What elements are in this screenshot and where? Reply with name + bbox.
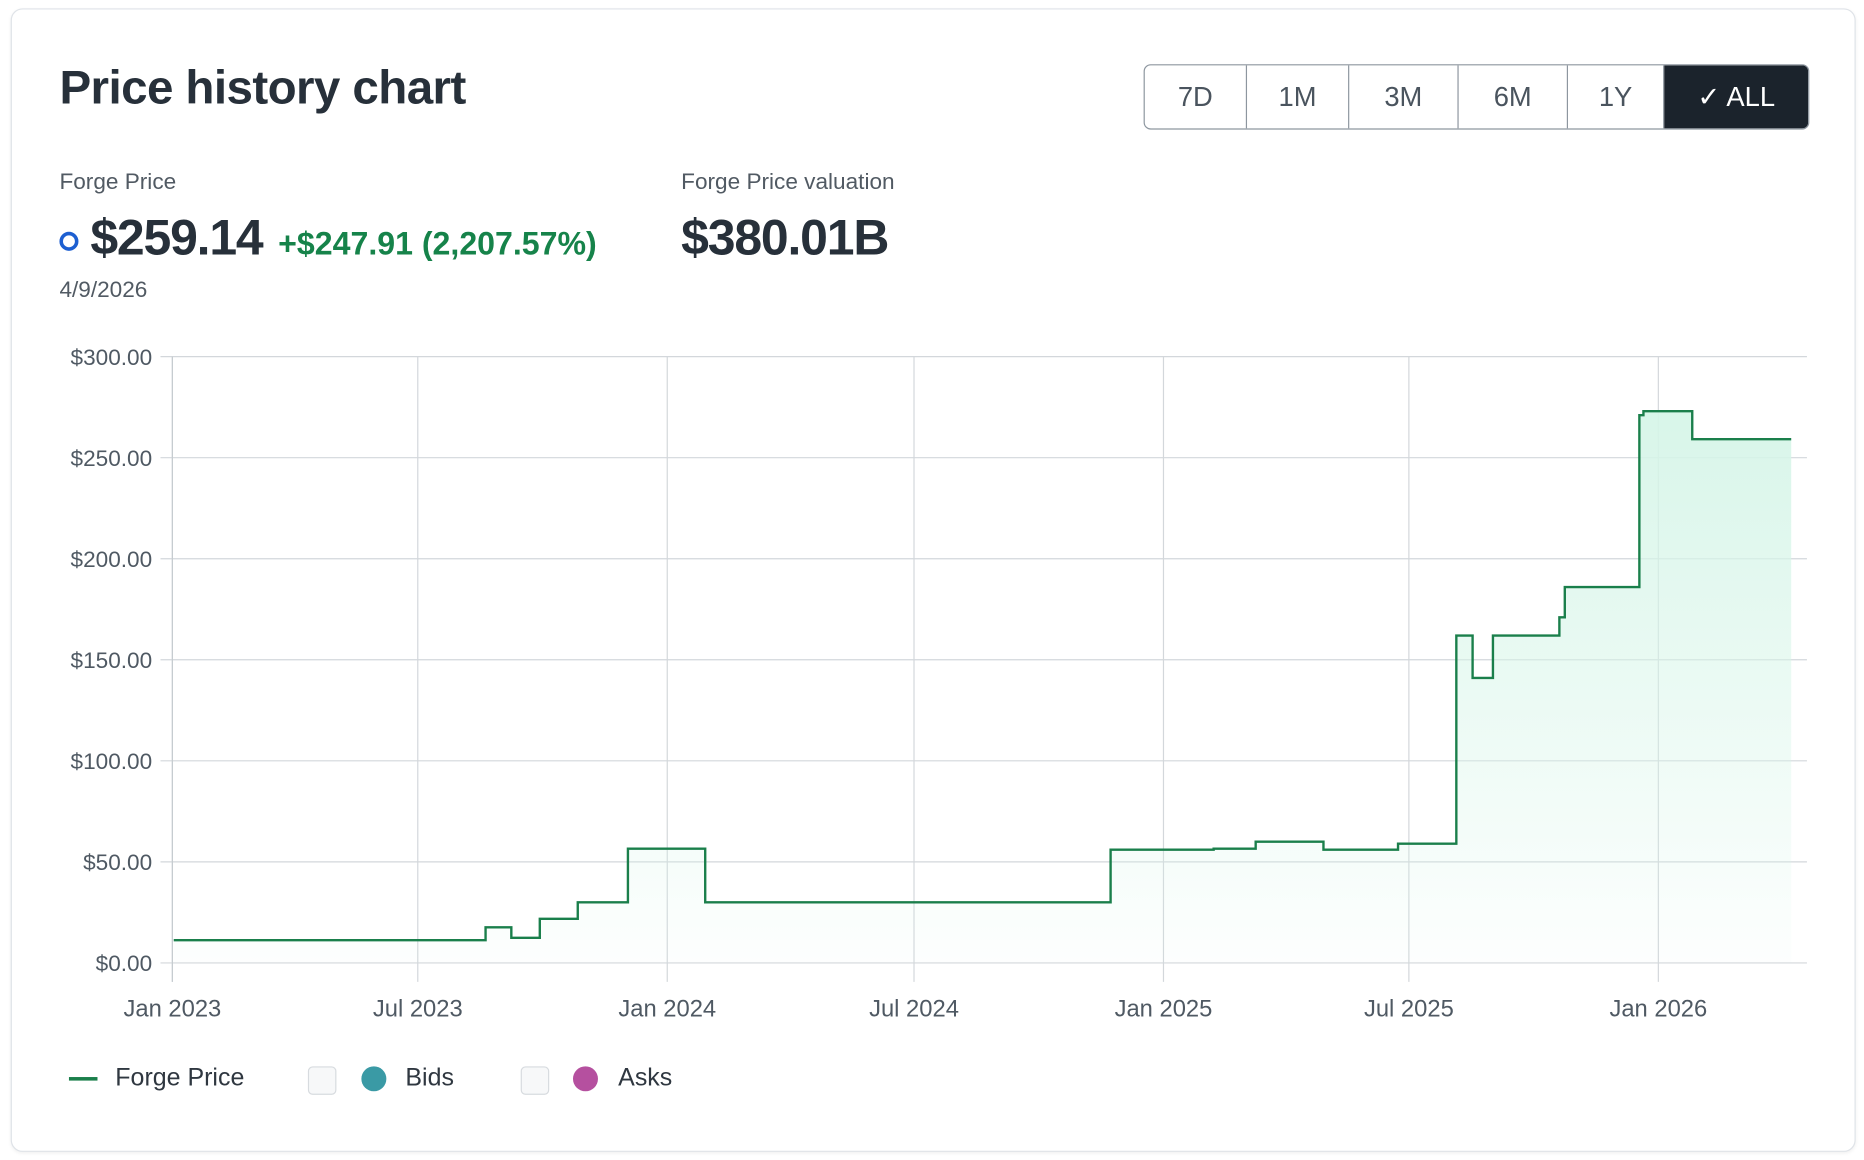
bids-dot-icon <box>361 1066 387 1092</box>
x-tick-label: Jan 2023 <box>123 995 221 1022</box>
y-tick-label: $0.00 <box>96 951 153 976</box>
range-1m-button[interactable]: 1M <box>1247 65 1350 129</box>
x-tick-label: Jan 2025 <box>1115 995 1213 1022</box>
y-tick-label: $100.00 <box>71 749 153 774</box>
current-price: $259.14 <box>90 209 263 266</box>
range-6m-button[interactable]: 6M <box>1459 65 1569 129</box>
x-tick-label: Jan 2024 <box>618 995 716 1022</box>
legend-forge-price[interactable]: Forge Price <box>115 1063 245 1092</box>
page-title: Price history chart <box>59 61 466 115</box>
x-tick-label: Jul 2025 <box>1364 995 1454 1022</box>
forge-price-area <box>173 411 1792 963</box>
y-tick-label: $200.00 <box>71 547 153 572</box>
x-tick-label: Jul 2024 <box>869 995 959 1022</box>
price-marker-icon <box>59 231 79 251</box>
legend-bids[interactable]: Bids <box>405 1063 454 1092</box>
y-tick-label: $150.00 <box>71 648 153 673</box>
bids-checkbox[interactable] <box>307 1066 337 1095</box>
range-7d-button[interactable]: 7D <box>1145 65 1248 129</box>
range-1y-button[interactable]: 1Y <box>1568 65 1665 129</box>
range-all-button[interactable]: ✓ ALL <box>1664 65 1809 129</box>
y-tick-label: $300.00 <box>71 345 153 370</box>
forge-price-line <box>173 410 1792 942</box>
asks-dot-icon <box>572 1066 598 1092</box>
x-tick-label: Jul 2023 <box>373 995 463 1022</box>
forge-price-legend-line-icon <box>68 1077 98 1081</box>
price-date: 4/9/2026 <box>59 278 148 304</box>
range-3m-button[interactable]: 3M <box>1349 65 1459 129</box>
valuation-label: Forge Price valuation <box>681 169 895 195</box>
range-selector: 7D 1M 3M 6M 1Y ✓ ALL <box>1143 64 1810 130</box>
valuation-value: $380.01B <box>681 209 889 266</box>
price-label: Forge Price <box>59 169 177 195</box>
price-change: +$247.91 (2,207.57%) <box>278 225 597 262</box>
legend-asks[interactable]: Asks <box>618 1063 673 1092</box>
asks-checkbox[interactable] <box>520 1066 550 1095</box>
y-tick-label: $250.00 <box>71 446 153 471</box>
x-tick-label: Jan 2026 <box>1609 995 1707 1022</box>
y-tick-label: $50.00 <box>83 850 152 875</box>
